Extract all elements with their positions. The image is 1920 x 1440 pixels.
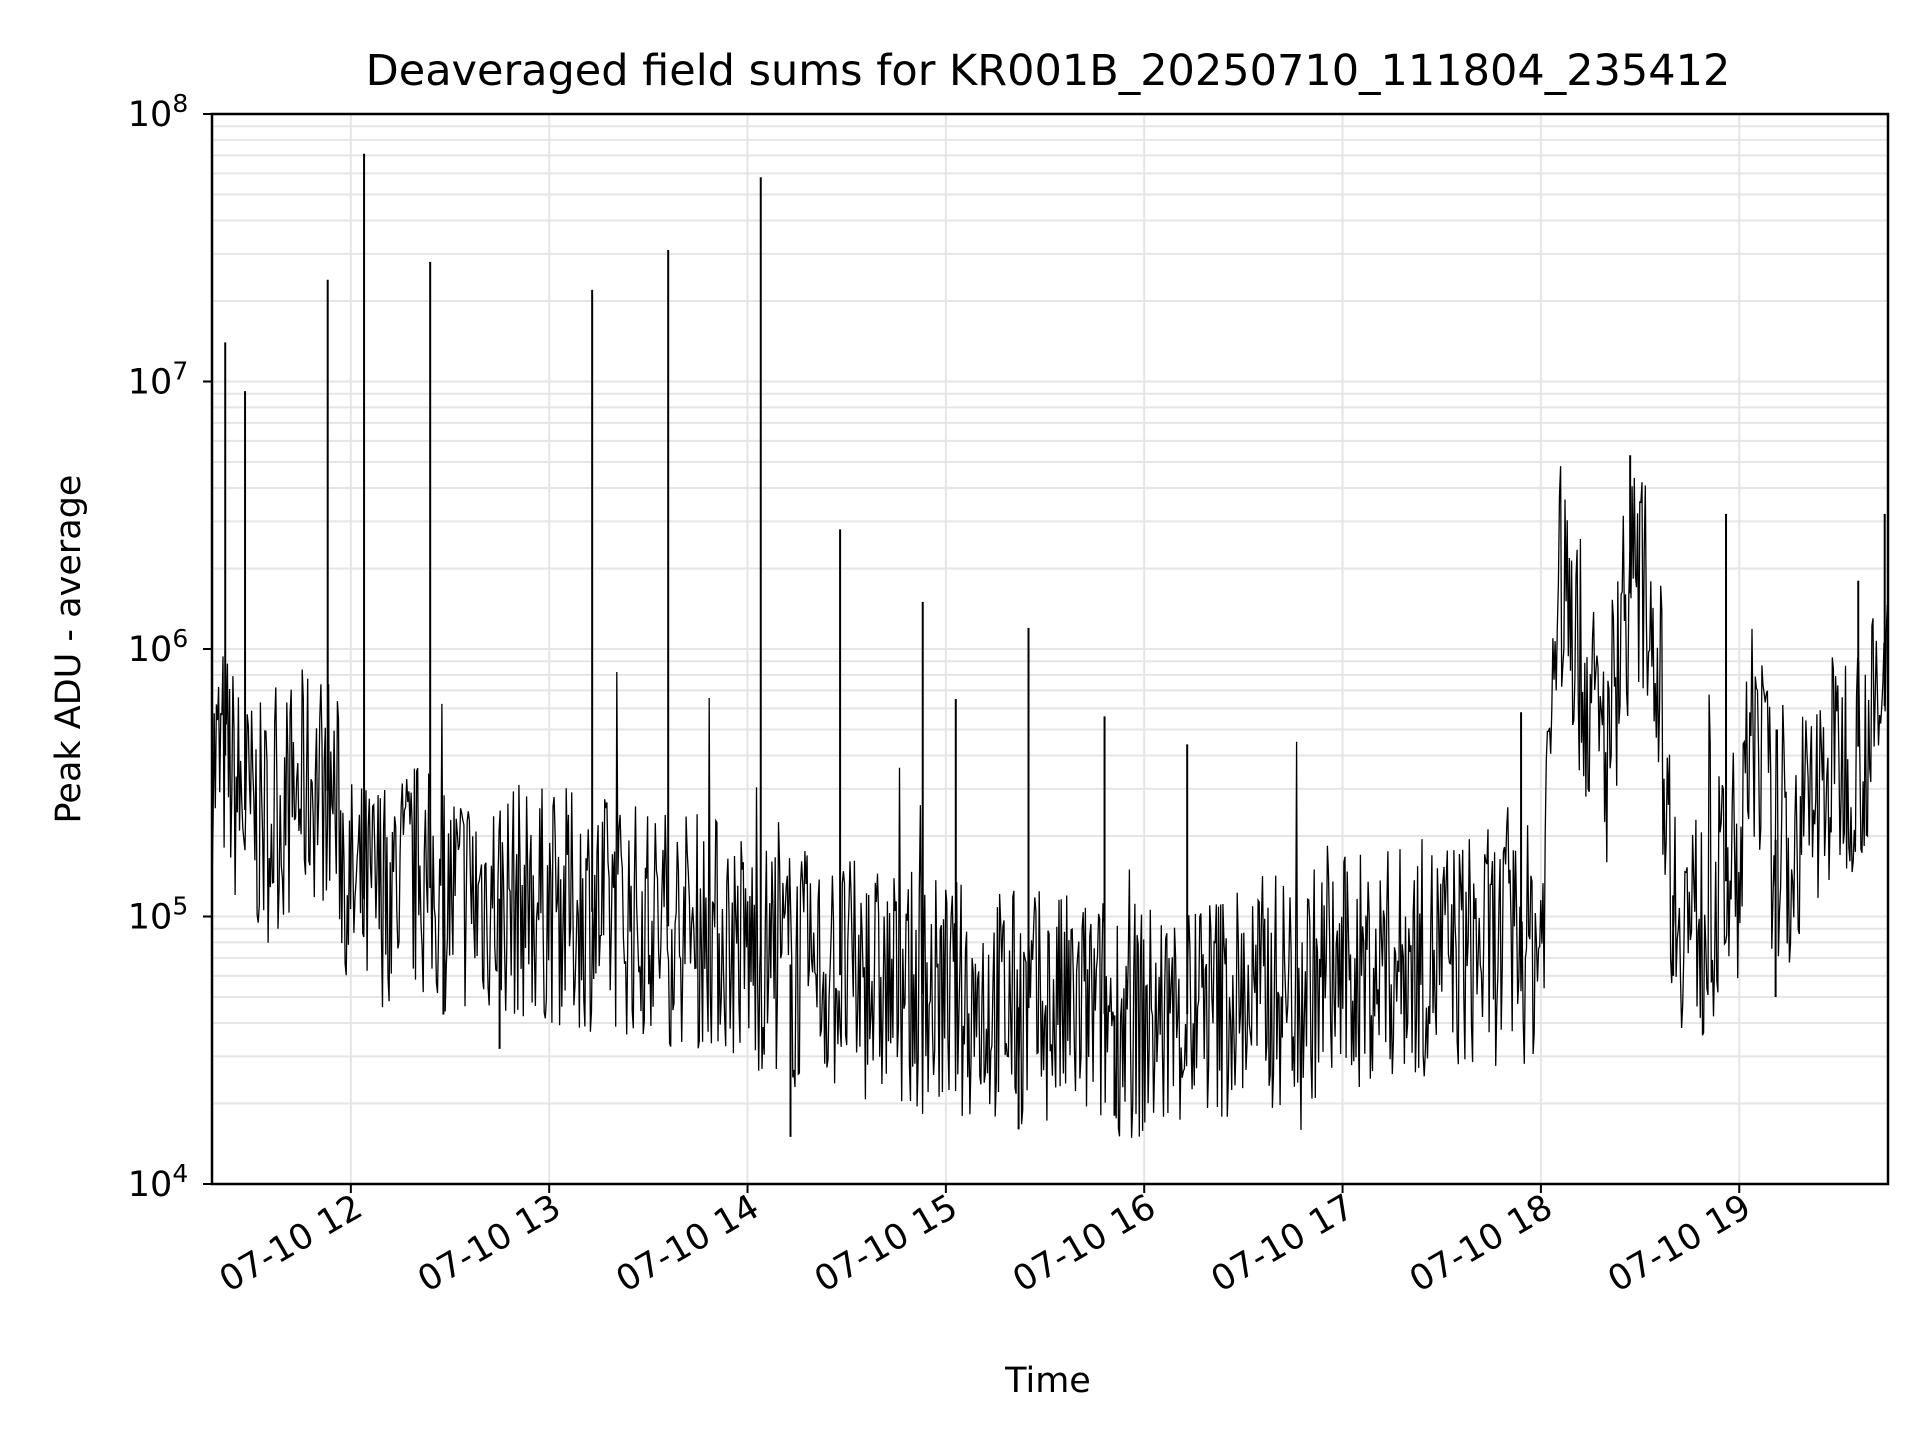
- y-tick-label: 107: [128, 357, 188, 403]
- grid: [212, 113, 1888, 1185]
- y-axis-label: Peak ADU - average: [49, 475, 89, 824]
- y-tick-label: 108: [128, 89, 188, 135]
- series-layer: [211, 153, 1888, 1138]
- x-axis-label: Time: [1004, 1361, 1091, 1401]
- y-tick-label: 104: [128, 1159, 188, 1205]
- series-line: [211, 466, 1888, 1138]
- y-tick-label: 105: [128, 892, 188, 938]
- y-tick-label: 106: [128, 624, 188, 670]
- y-axis: 104 105 106 107 108: [128, 89, 212, 1205]
- chart-title: Deaveraged field sums for KR001B_2025071…: [366, 46, 1731, 96]
